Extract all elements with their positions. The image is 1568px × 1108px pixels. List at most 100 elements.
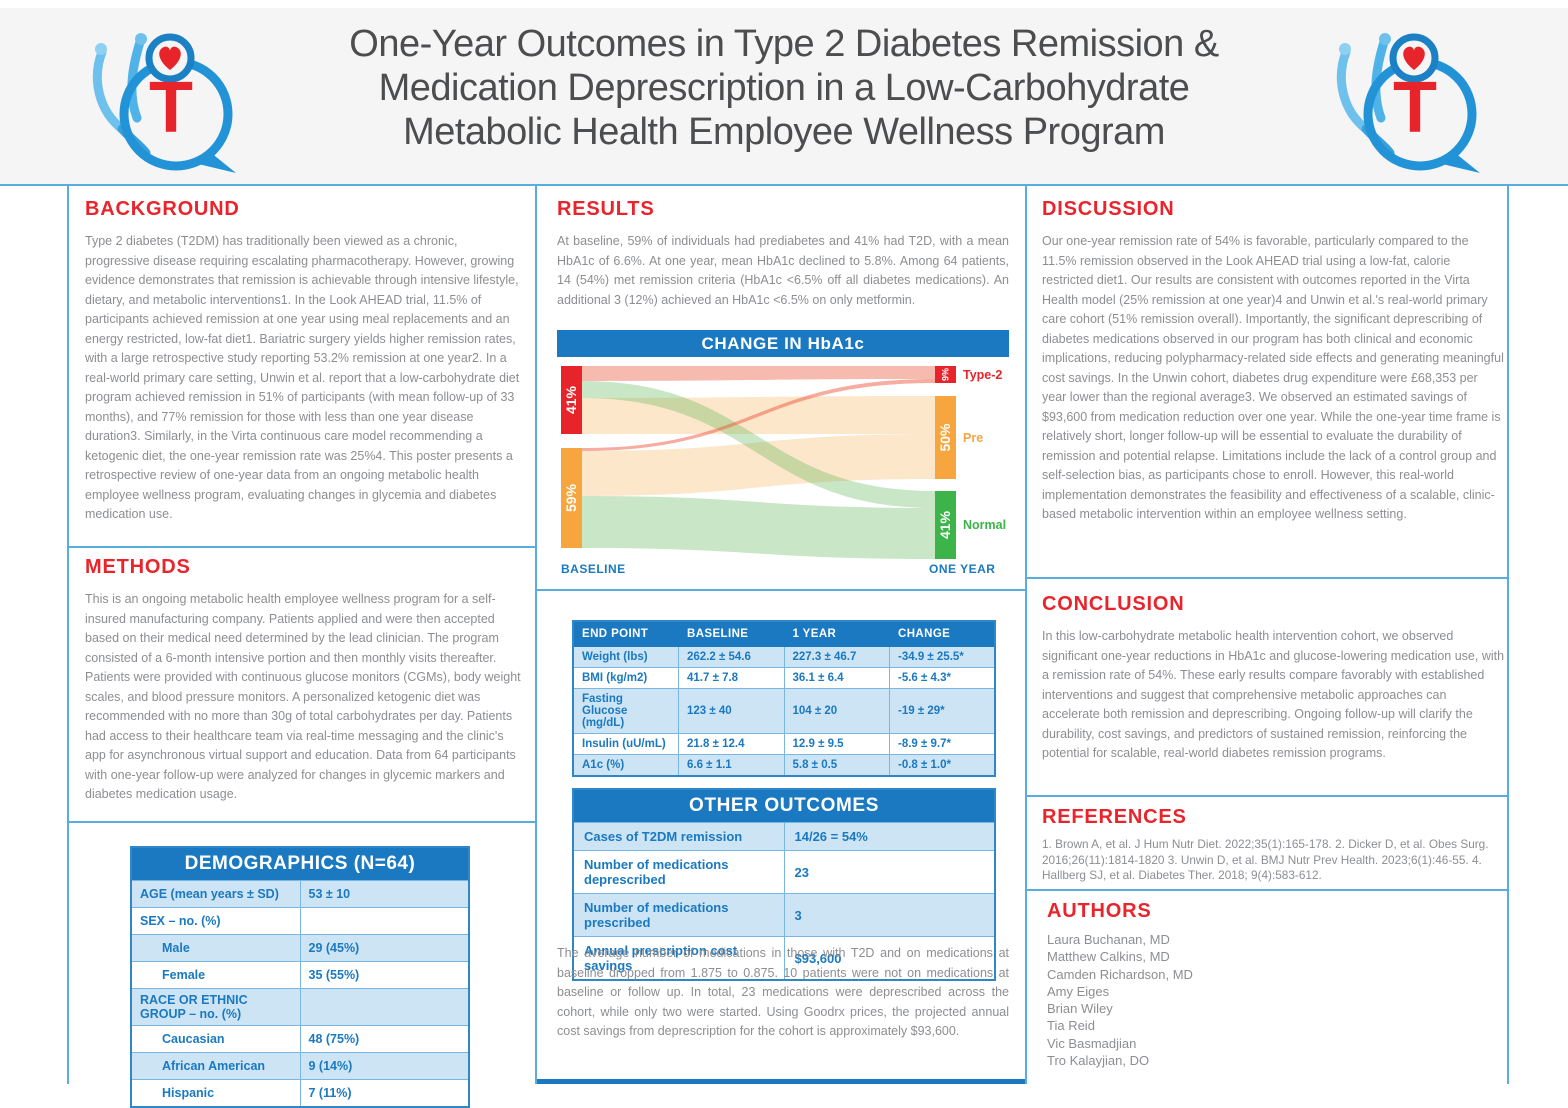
endpoint-cell: 262.2 ± 54.6 [678,646,785,668]
table-row: African American 9 (14%) [130,1052,470,1080]
table-row: A1c (%) 6.6 ± 1.1 5.8 ± 0.5 -0.8 ± 1.0* [572,754,996,777]
section-divider [68,546,535,548]
discussion-section: DISCUSSION Our one-year remission rate o… [1042,198,1505,525]
oneyear-normal-node [935,491,956,559]
table-row: Female 35 (55%) [130,961,470,989]
header-divider [0,184,1568,186]
poster: { "header": { "title_lines": [ "One-Year… [0,8,1568,1108]
chart-title: CHANGE IN HbA1c [701,333,865,353]
column-header: 1 YEAR [783,620,890,647]
other-outcomes-table: OTHER OUTCOMES Cases of T2DM remission 1… [572,788,996,981]
background-section: BACKGROUND Type 2 diabetes (T2DM) has tr… [85,198,525,525]
oneyear-type2-node [935,366,956,383]
right-column-border [1507,184,1509,1084]
table-header-row: END POINT BASELINE 1 YEAR CHANGE [572,620,996,647]
heart-icon [159,46,181,70]
outcome-label: Cases of T2DM remission [572,822,785,851]
label-normal: Normal [963,518,1006,532]
oneyear-pre-pct: 50% [937,423,953,452]
label-type2: Type-2 [963,368,1002,382]
author-name: Tia Reid [1047,1018,1095,1034]
endpoint-cell: Insulin (uU/mL) [572,733,679,755]
table-row: RACE OR ETHNIC GROUP – no. (%) [130,988,470,1026]
endpoint-cell: 227.3 ± 46.7 [783,646,890,668]
flow-type2-to-type2 [582,366,935,381]
author-name: Camden Richardson, MD [1047,966,1193,982]
table-row: Annual prescription cost savings $93,600 [572,936,996,981]
endpoint-cell: 6.6 ± 1.1 [678,754,785,777]
stethoscope-icon [1336,33,1395,158]
sankey-flows [582,366,935,559]
endpoint-cell: BMI (kg/m2) [572,667,679,689]
label-pre: Pre [963,431,983,445]
demo-label: AGE (mean years ± SD) [130,880,301,908]
methods-heading: METHODS [85,556,191,578]
methods-section: METHODS This is an ongoing metabolic hea… [85,556,525,805]
table-row: SEX – no. (%) [130,907,470,935]
section-divider [1027,577,1507,579]
flow-pre-to-normal [582,496,935,559]
baseline-type2-pct: 41% [563,385,579,414]
column-header: CHANGE [889,620,996,647]
demo-value: 9 (14%) [299,1052,470,1080]
column-header: BASELINE [678,620,785,647]
conclusion-heading: CONCLUSION [1042,593,1185,615]
demo-value [299,907,470,935]
logo-letter: T [1393,68,1437,148]
author-name: Brian Wiley [1047,1001,1113,1017]
endpoint-cell: 104 ± 20 [783,688,890,734]
column-divider-1 [535,184,537,1084]
section-divider [537,589,1025,591]
outcome-label: Number of medications deprescribed [572,850,785,894]
clinic-logo-right: T [1336,33,1480,173]
endpoint-cell: -5.6 ± 4.3* [889,667,996,689]
results-section: RESULTS At baseline, 59% of individuals … [557,198,1009,310]
outcome-value: 14/26 = 54% [783,822,996,851]
baseline-axis-label: BASELINE [561,562,626,576]
poster-title: One-Year Outcomes in Type 2 Diabetes Rem… [164,22,1404,154]
results-heading: RESULTS [557,198,655,220]
section-divider [68,821,535,823]
table-row: BMI (kg/m2) 41.7 ± 7.8 36.1 ± 6.4 -5.6 ±… [572,667,996,689]
table-row: Fasting Glucose (mg/dL) 123 ± 40 104 ± 2… [572,688,996,734]
oneyear-pre-node [935,396,956,479]
background-body: Type 2 diabetes (T2DM) has traditionally… [85,234,520,521]
sankey-nodes [561,366,956,559]
endpoint-cell: -8.9 ± 9.7* [889,733,996,755]
stethoscope-icon [92,33,151,158]
references-heading: REFERENCES [1042,806,1187,828]
author-name: Tro Kalayjian, DO [1047,1053,1150,1069]
outcome-value: 23 [783,850,996,894]
endpoint-cell: Fasting Glucose (mg/dL) [572,688,679,734]
table-row: Weight (lbs) 262.2 ± 54.6 227.3 ± 46.7 -… [572,646,996,668]
demo-label: RACE OR ETHNIC GROUP – no. (%) [130,988,301,1026]
conclusion-section: CONCLUSION In this low-carbohydrate meta… [1042,593,1505,764]
references-section: REFERENCES 1. Brown A, et al. J Hum Nutr… [1042,806,1492,884]
table-header-row: OTHER OUTCOMES [573,789,995,823]
endpoint-cell: Weight (lbs) [572,646,679,668]
oneyear-axis-label: ONE YEAR [929,562,995,576]
endpoint-cell: 12.9 ± 9.5 [783,733,890,755]
outcome-label: Number of medications prescribed [572,893,785,937]
outcome-value: 3 [783,893,996,937]
authors-heading: AUTHORS [1047,900,1152,922]
column-divider-2 [1025,184,1027,1084]
demo-value: 29 (45%) [299,934,470,962]
flow-type2-to-normal [582,381,935,508]
demo-label: SEX – no. (%) [130,907,301,935]
table-header-row: DEMOGRAPHICS (N=64) [131,847,469,881]
title-line-1: One-Year Outcomes in Type 2 Diabetes Rem… [349,23,1219,65]
poster-header: T One-Year Outcomes in Type 2 Diabetes R… [0,8,1568,184]
table-row: Male 29 (45%) [130,934,470,962]
endpoint-cell: 41.7 ± 7.8 [678,667,785,689]
discussion-body: Our one-year remission rate of 54% is fa… [1042,234,1504,521]
table-row: Cases of T2DM remission 14/26 = 54% [572,822,996,851]
flow-pre-to-type2 [582,379,935,451]
authors-section: AUTHORS Laura Buchanan, MD Matthew Calki… [1047,900,1497,1069]
endpoint-cell: 36.1 ± 6.4 [783,667,890,689]
section-divider [1027,889,1507,891]
demo-label: Female [130,961,301,989]
endpoint-cell: -34.9 ± 25.5* [889,646,996,668]
clinic-logo-left: T [92,33,236,173]
endpoint-cell: 123 ± 40 [678,688,785,734]
